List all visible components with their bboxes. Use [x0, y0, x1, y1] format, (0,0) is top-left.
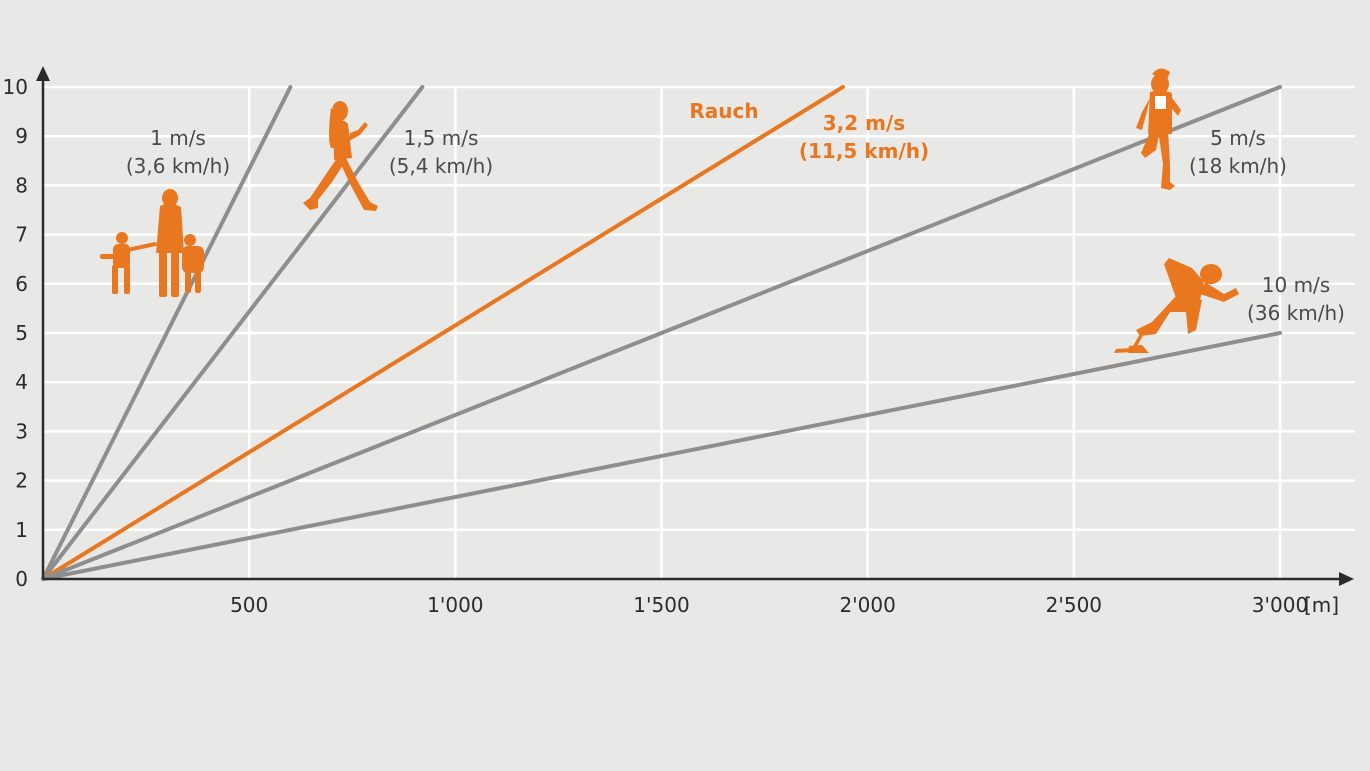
y-tick-label: 6	[15, 272, 28, 296]
y-tick-label: 5	[15, 321, 28, 345]
series-annotation: 1,5 m/s	[404, 126, 479, 150]
x-tick-label: 500	[230, 593, 268, 617]
series-annotation: (36 km/h)	[1247, 301, 1345, 325]
series-annotation: 3,2 m/s	[823, 111, 905, 135]
series-annotation: 1 m/s	[150, 126, 206, 150]
x-tick-label: 2'500	[1046, 593, 1102, 617]
sprinter-icon	[1114, 258, 1239, 353]
family-icon	[100, 189, 204, 297]
series-line-2	[41, 85, 425, 581]
jogger-icon	[1136, 68, 1181, 190]
series-line-3	[41, 85, 845, 581]
y-tick-label: 9	[15, 124, 28, 148]
y-tick-label: 3	[15, 419, 28, 443]
walker-icon	[303, 101, 378, 211]
series-line-4	[41, 85, 1282, 581]
x-tick-labels: 500 1'000 1'500 2'000 2'500 3'000[m]	[230, 593, 1339, 617]
y-tick-label: 0	[15, 567, 28, 591]
series-annotation: (11,5 km/h)	[799, 139, 929, 163]
series-lines	[41, 85, 1282, 581]
rauch-label: Rauch	[689, 99, 758, 123]
series-line-5	[41, 331, 1282, 581]
y-axis-arrow	[36, 66, 50, 81]
x-axis-unit: [m]	[1304, 593, 1339, 617]
series-annotation: (18 km/h)	[1189, 154, 1287, 178]
y-tick-label: 8	[15, 173, 28, 197]
series-line-1	[41, 85, 293, 581]
series-annotation: 10 m/s	[1262, 273, 1330, 297]
x-axis-arrow	[1339, 572, 1354, 586]
x-tick-label: 1'000	[427, 593, 483, 617]
y-tick-label: 10	[3, 75, 28, 99]
x-tick-label: 1'500	[633, 593, 689, 617]
y-tick-label: 4	[15, 370, 28, 394]
y-tick-labels: 0 1 2 3 4 5 6 7 8 9 10	[3, 75, 28, 591]
series-annotation: (3,6 km/h)	[126, 154, 230, 178]
y-tick-label: 7	[15, 223, 28, 247]
y-tick-label: 1	[15, 518, 28, 542]
x-tick-label: 2'000	[839, 593, 895, 617]
series-annotation: 5 m/s	[1210, 126, 1266, 150]
series-annotation: (5,4 km/h)	[389, 154, 493, 178]
x-tick-label: 3'000	[1252, 593, 1308, 617]
series-annotations: 1 m/s (3,6 km/h) 1,5 m/s (5,4 km/h) 3,2 m/s (…	[126, 99, 1345, 325]
grid	[43, 85, 1355, 579]
y-tick-label: 2	[15, 469, 28, 493]
axes	[36, 66, 1354, 586]
